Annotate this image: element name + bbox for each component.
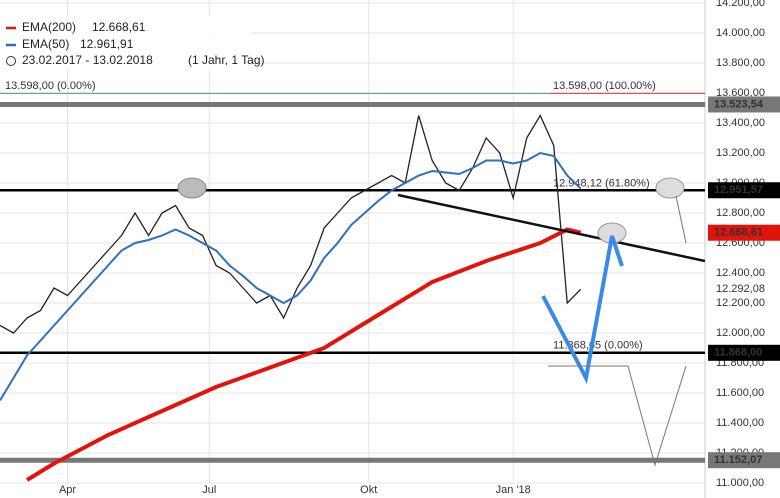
y-tick-label: 12.000,00: [716, 327, 765, 339]
legend-bg: [0, 16, 250, 70]
level-box: [708, 182, 780, 199]
y-tick-label: 13.800,00: [716, 57, 765, 69]
y-tick-label: 11.000,00: [716, 477, 764, 489]
arrow: [675, 195, 687, 244]
period-note: (1 Jahr, 1 Tag): [188, 53, 265, 67]
marker: [655, 177, 685, 199]
y-tick-label: 14.000,00: [716, 27, 765, 39]
y-tick-label: 14.200,00: [716, 0, 765, 9]
level-box: [708, 452, 780, 469]
fib-label: 11.868,65 (0.00%): [553, 340, 643, 352]
x-tick-label: Okt: [360, 484, 377, 496]
level-box: [708, 224, 780, 241]
level-label: 12.951,57: [714, 184, 763, 196]
level-box: [708, 344, 780, 361]
legend-value: 12.668,61: [92, 20, 146, 34]
x-tick-label: Jan '18: [496, 484, 531, 496]
y-tick-label: 11.400,00: [716, 417, 764, 429]
annotations: [177, 177, 705, 467]
arrow: [548, 365, 687, 467]
arrow: [541, 235, 624, 385]
legend-label: EMA(200): [22, 20, 76, 34]
x-tick-label: Jul: [202, 484, 216, 496]
y-tick-label: 11.600,00: [716, 387, 764, 399]
fib-label: 13.598,00 (0.00%): [5, 80, 96, 92]
series-line: [25, 227, 582, 482]
x-tick-label: Apr: [59, 484, 76, 496]
trend-line: [397, 193, 705, 263]
series-line: [0, 114, 582, 334]
y-tick-label: 13.400,00: [716, 117, 765, 129]
y-tick-label: 12.800,00: [716, 207, 765, 219]
y-tick-label: 13.200,00: [716, 147, 765, 159]
y-tick-label: 12.200,00: [716, 297, 765, 309]
series-line: [0, 151, 582, 402]
marker: [177, 177, 207, 199]
level-box: [708, 96, 780, 113]
fib-label: 13.598,00 (100.00%): [553, 80, 656, 92]
legend-label: EMA(50): [22, 37, 69, 51]
legend-value: 12.961,91: [80, 37, 134, 51]
period: 23.02.2017 - 13.02.2018: [22, 53, 153, 67]
level-label: 11.152,07: [714, 454, 762, 466]
legend: EMA(200) 12.668,61 EMA(50) 12.961,91 23.…: [0, 16, 265, 70]
fib-label: 12.948,12 (61.80%): [553, 178, 650, 190]
level-label: 12.668,61: [714, 227, 763, 239]
y-tick-label: 12.400,00: [716, 267, 765, 279]
level-label: 11.868,00: [714, 347, 762, 359]
y-tick-label: 13.600,00: [716, 87, 765, 99]
clock-icon: [6, 56, 16, 66]
last-price: 12.292,08: [716, 283, 765, 295]
level-label: 13.523,54: [714, 98, 764, 110]
